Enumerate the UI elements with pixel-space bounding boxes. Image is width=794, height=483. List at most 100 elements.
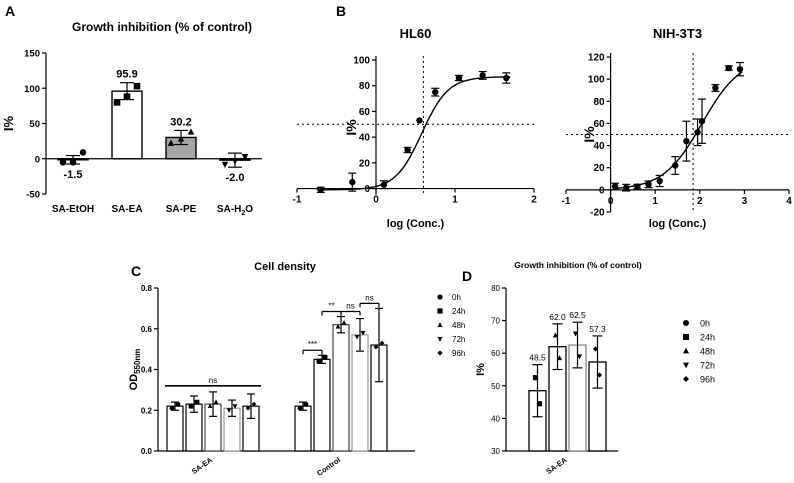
data-point: [572, 331, 579, 337]
data-point: [532, 375, 539, 381]
y-tick-label: 0.2: [141, 406, 153, 415]
y-tick-label: 40: [359, 133, 371, 144]
legend-marker: [683, 334, 689, 340]
x-tick-label: 4: [786, 196, 792, 207]
y-tick-label: 20: [359, 158, 371, 169]
significance-label: **: [328, 302, 334, 311]
data-point: [611, 183, 619, 190]
data-point: [596, 372, 603, 378]
data-point: [455, 74, 463, 82]
data-point: [404, 146, 411, 154]
y-tick-label: 150: [24, 49, 40, 60]
data-point: [341, 320, 347, 325]
y-tick-label: 0.8: [141, 284, 153, 293]
data-point: [232, 404, 238, 409]
data-label: -1.5: [64, 169, 83, 181]
data-point: [175, 401, 181, 407]
data-point: [503, 74, 510, 82]
y-axis-label: I%: [581, 126, 597, 143]
legend-label: 72h: [452, 335, 465, 344]
fit-curve: [316, 76, 511, 191]
y-tick-label: 100: [353, 56, 370, 67]
legend-label: 96h: [452, 349, 465, 358]
x-axis-label: log (Conc.): [387, 218, 445, 230]
data-point: [241, 153, 249, 161]
y-tick-label: 0.0: [141, 447, 153, 456]
y-axis-label: I%: [343, 119, 359, 136]
data-point: [187, 128, 195, 135]
legend-label: 48h: [452, 321, 465, 330]
data-point: [188, 403, 194, 409]
legend-marker: [683, 347, 689, 354]
y-tick-label: 50: [29, 119, 40, 130]
bar: [294, 405, 312, 452]
data-point: [79, 149, 87, 156]
significance-label: ns: [346, 302, 354, 311]
data-label: 62.5: [569, 310, 586, 320]
data-point: [113, 99, 121, 106]
data-point: [736, 65, 744, 73]
legend-marker: [683, 376, 689, 382]
data-point: [297, 405, 303, 411]
y-tick-label: 80: [359, 81, 371, 92]
data-point: [645, 181, 652, 188]
x-tick-label: 2: [531, 195, 537, 206]
x-tick-label: SA-EtOH: [52, 204, 94, 215]
data-point: [133, 82, 141, 90]
data-label: 95.9: [116, 69, 137, 81]
data-point: [360, 330, 366, 336]
chart-title: Growth inhibition (% of control): [72, 20, 252, 34]
data-point: [322, 354, 328, 360]
x-tick-label: 2: [697, 196, 703, 207]
legend-marker: [437, 350, 443, 356]
data-point: [245, 405, 251, 411]
x-tick-label: SA-H2O: [217, 204, 253, 217]
x-axis-label: log (Conc.): [649, 218, 707, 230]
chart-title: HL60: [400, 26, 432, 41]
data-point: [123, 93, 131, 101]
panel-letter-a: A: [5, 3, 15, 19]
data-point: [576, 354, 583, 360]
y-tick-label: 60: [491, 349, 500, 358]
legend-marker: [437, 322, 443, 328]
y-tick-label: -20: [590, 208, 605, 219]
x-tick-label: SA-EA: [111, 204, 142, 215]
chart-title: Cell density: [254, 261, 317, 273]
data-point: [623, 184, 630, 191]
data-label: 57.3: [589, 324, 606, 334]
data-label: 62.0: [549, 312, 566, 322]
y-tick-label: 100: [588, 75, 605, 86]
y-tick-label: 40: [593, 141, 605, 152]
data-point: [167, 139, 175, 146]
x-tick-label: SA-EA: [544, 455, 569, 476]
y-axis-label: I%: [475, 363, 487, 376]
data-point: [698, 118, 706, 125]
data-point: [373, 344, 379, 350]
data-point: [213, 399, 219, 405]
data-point: [725, 64, 732, 72]
legend-marker: [437, 308, 443, 314]
data-point: [221, 161, 229, 169]
y-axis-label: I%: [1, 115, 16, 131]
data-point: [317, 186, 324, 194]
y-tick-label: 80: [593, 97, 605, 108]
legend-label: 0h: [452, 293, 461, 302]
chart-title: NIH-3T3: [653, 26, 702, 41]
data-point: [169, 405, 175, 411]
y-tick-label: 100: [24, 84, 40, 95]
y-tick-label: 70: [491, 317, 500, 326]
data-point: [694, 129, 701, 136]
data-label: 30.2: [170, 116, 191, 128]
data-point: [479, 72, 486, 79]
data-point: [552, 332, 559, 338]
data-point: [231, 158, 239, 165]
y-tick-label: -50: [26, 190, 40, 201]
x-tick-label: 0: [373, 195, 379, 206]
data-point: [349, 178, 356, 186]
y-tick-label: 50: [491, 382, 500, 391]
y-tick-label: 0.6: [141, 325, 153, 334]
data-point: [556, 355, 563, 361]
data-point: [672, 162, 679, 169]
legend-label: 24h: [700, 333, 715, 343]
